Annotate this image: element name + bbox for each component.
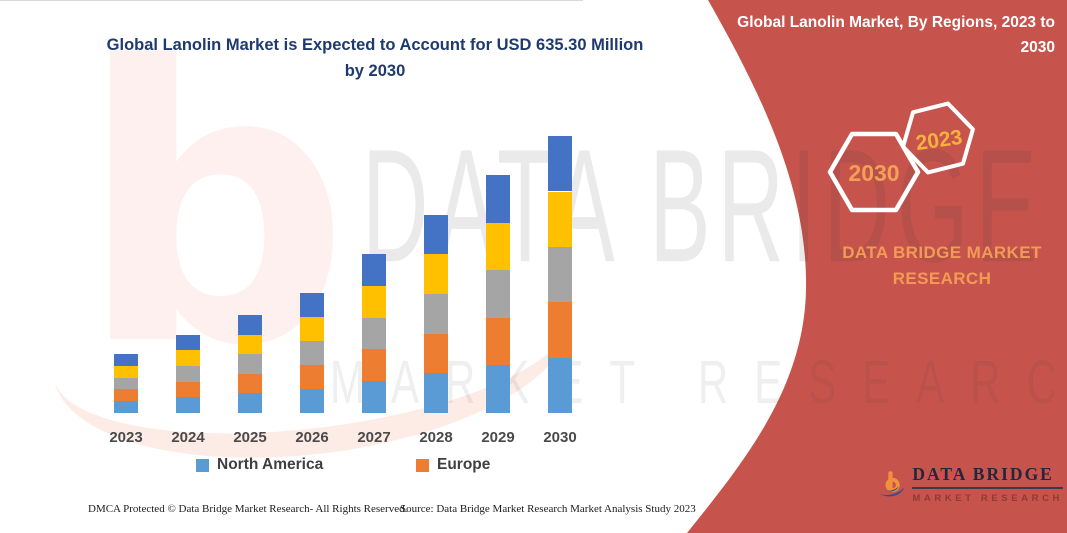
bar-segment-2025-unlabeled-region-gray bbox=[238, 354, 262, 374]
data-bridge-logo-icon bbox=[879, 471, 905, 497]
bar-segment-2025-unlabeled-region-yellow bbox=[238, 334, 262, 355]
bar-segment-2024-Europe bbox=[176, 381, 200, 398]
bar-segment-2026-unlabeled-region-blue bbox=[300, 293, 324, 318]
x-axis-label-2030: 2030 bbox=[543, 429, 577, 446]
bar-segment-2029-Europe bbox=[486, 317, 510, 366]
bar-segment-2028-North America bbox=[424, 373, 448, 413]
footer-dmca-text: DMCA Protected © Data Bridge Market Rese… bbox=[88, 503, 408, 515]
bar-segment-2030-Europe bbox=[548, 302, 572, 358]
bar-segment-2030-unlabeled-region-yellow bbox=[548, 191, 572, 247]
brand-text: DATA BRIDGE MARKET RESEARCH bbox=[842, 243, 1042, 288]
logo-subtitle: MARKET RESEARCH bbox=[912, 493, 1063, 504]
footer-source-text: Source: Data Bridge Market Research Mark… bbox=[400, 503, 696, 515]
bar-segment-2030-unlabeled-region-gray bbox=[548, 246, 572, 303]
bar-segment-2027-Europe bbox=[362, 349, 386, 382]
bar-segment-2026-Europe bbox=[300, 365, 324, 389]
x-axis-label-2023: 2023 bbox=[109, 429, 143, 446]
x-axis-label-2024: 2024 bbox=[171, 429, 205, 446]
bar-segment-2024-unlabeled-region-yellow bbox=[176, 350, 200, 366]
x-axis-label-2029: 2029 bbox=[481, 429, 515, 446]
chart-title: Global Lanolin Market is Expected to Acc… bbox=[106, 36, 644, 80]
bar-segment-2025-Europe bbox=[238, 373, 262, 394]
bar-segment-2024-North America bbox=[176, 397, 200, 413]
hexagon-2023: 2023 bbox=[901, 101, 975, 175]
sidebar-title: Global Lanolin Market, By Regions, 2023 … bbox=[737, 14, 1055, 56]
bar-segment-2027-unlabeled-region-gray bbox=[362, 317, 386, 350]
x-axis-label-2027: 2027 bbox=[357, 429, 391, 446]
bar-segment-2026-unlabeled-region-yellow bbox=[300, 317, 324, 342]
bar-segment-2027-unlabeled-region-yellow bbox=[362, 285, 386, 318]
bar-segment-2028-unlabeled-region-gray bbox=[424, 293, 448, 334]
x-axis-label-2025: 2025 bbox=[233, 429, 267, 446]
data-bridge-logo-text: DATA BRIDGE MARKET RESEARCH bbox=[912, 464, 1063, 504]
bar-segment-2029-unlabeled-region-blue bbox=[486, 175, 510, 223]
bar-segment-2030-unlabeled-region-blue bbox=[548, 136, 572, 192]
hexagon-2030: 2030 bbox=[827, 131, 921, 213]
x-axis-label-2026: 2026 bbox=[295, 429, 329, 446]
hexagon-2030-label: 2030 bbox=[848, 160, 899, 186]
bar-segment-2023-North America bbox=[114, 401, 138, 413]
bar-segment-2024-unlabeled-region-gray bbox=[176, 365, 200, 382]
bar-segment-2029-North America bbox=[486, 365, 510, 413]
bar-segment-2023-Europe bbox=[114, 389, 138, 402]
x-axis-line bbox=[0, 0, 583, 1]
logo-title: DATA BRIDGE bbox=[912, 464, 1063, 489]
x-axis-label-2028: 2028 bbox=[419, 429, 453, 446]
bar-segment-2027-unlabeled-region-blue bbox=[362, 253, 386, 286]
bar-segment-2023-unlabeled-region-gray bbox=[114, 377, 138, 390]
bar-segment-2030-North America bbox=[548, 357, 572, 413]
legend-swatch-europe bbox=[416, 458, 429, 472]
bar-segment-2029-unlabeled-region-yellow bbox=[486, 222, 510, 271]
legend-item-north-america: North America bbox=[196, 456, 323, 474]
bar-segment-2029-unlabeled-region-gray bbox=[486, 270, 510, 318]
legend-swatch-north-america bbox=[196, 458, 209, 472]
bar-segment-2028-Europe bbox=[424, 333, 448, 374]
legend-label-europe: Europe bbox=[437, 456, 491, 473]
watermark-market-research-text: MARKET RESEARCH bbox=[330, 348, 1067, 417]
data-bridge-logo: DATA BRIDGE MARKET RESEARCH bbox=[878, 448, 1063, 520]
bar-segment-2027-North America bbox=[362, 381, 386, 413]
bar-segment-2025-unlabeled-region-blue bbox=[238, 314, 262, 335]
legend-label-north-america: North America bbox=[217, 456, 324, 473]
bar-segment-2028-unlabeled-region-blue bbox=[424, 214, 448, 255]
hexagon-2023-label: 2023 bbox=[914, 126, 963, 155]
bar-segment-2025-North America bbox=[238, 393, 262, 413]
bar-segment-2023-unlabeled-region-blue bbox=[114, 354, 138, 366]
legend-item-europe: Europe bbox=[416, 456, 490, 474]
bar-segment-2024-unlabeled-region-blue bbox=[176, 334, 200, 351]
bar-segment-2028-unlabeled-region-yellow bbox=[424, 254, 448, 294]
watermark-brand-text: DATA BRIDGE bbox=[362, 117, 1044, 297]
bar-segment-2026-unlabeled-region-gray bbox=[300, 341, 324, 366]
bar-segment-2026-North America bbox=[300, 389, 324, 413]
bar-segment-2023-unlabeled-region-yellow bbox=[114, 365, 138, 378]
hexagon-badges: 2030 2023 bbox=[827, 101, 975, 213]
